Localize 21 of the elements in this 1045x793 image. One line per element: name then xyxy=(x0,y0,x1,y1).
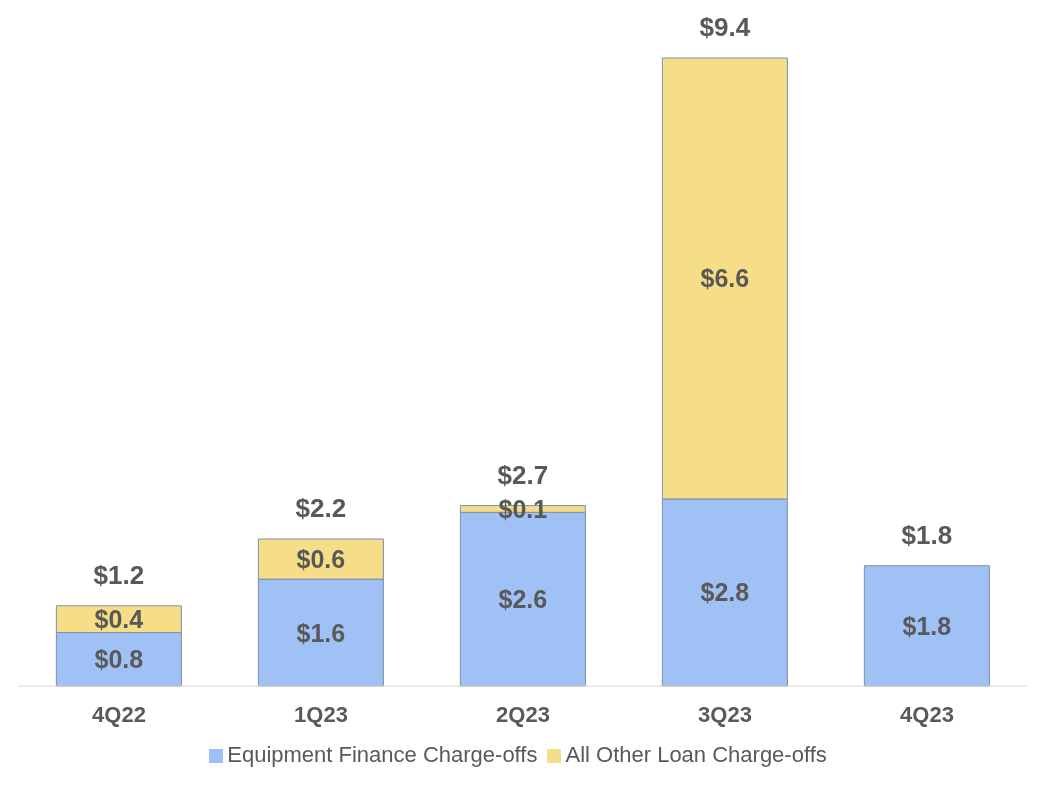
x-tick-label: 4Q23 xyxy=(900,701,954,727)
legend-label: All Other Loan Charge-offs xyxy=(565,742,827,767)
x-tick-label: 4Q22 xyxy=(92,701,146,727)
data-label: $6.6 xyxy=(700,264,750,293)
data-label: $2.8 xyxy=(700,578,750,607)
total-label: $1.8 xyxy=(901,519,953,550)
x-tick-label: 1Q23 xyxy=(294,701,348,727)
total-label: $2.2 xyxy=(295,493,347,524)
x-tick-label: 3Q23 xyxy=(698,701,752,727)
total-label: $9.4 xyxy=(699,12,751,42)
legend-label: Equipment Finance Charge-offs xyxy=(227,742,538,767)
data-label: $0.4 xyxy=(94,605,144,634)
data-label: $0.6 xyxy=(296,545,346,574)
total-label: $1.2 xyxy=(93,559,145,590)
data-label: $1.8 xyxy=(902,611,952,640)
total-label: $2.7 xyxy=(497,459,549,490)
data-label: $1.6 xyxy=(296,618,346,647)
data-label: $0.8 xyxy=(94,645,144,674)
data-label: $2.6 xyxy=(498,585,548,614)
bar xyxy=(863,565,990,687)
x-tick-label: 2Q23 xyxy=(496,701,550,727)
